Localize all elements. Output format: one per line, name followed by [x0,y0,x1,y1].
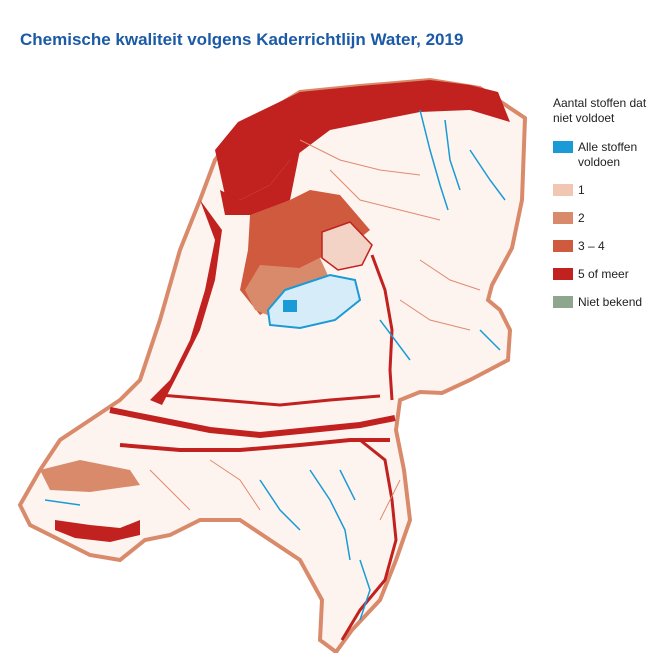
blue-streams-south [44,469,371,621]
legend-label: 2 [578,211,585,225]
noord-holland-coast-area [220,150,300,215]
blue-streams-northeast [379,109,506,361]
legend-item: Alle stoffen voldoen [553,140,657,170]
flevoland-area [266,273,362,330]
river-waal [109,407,396,439]
legend-item: 5 of meer [553,267,657,282]
holland-coast-area [150,200,222,405]
legend-swatch [553,184,573,196]
netherlands-water-quality-map [17,77,528,653]
river-ijssel [370,254,394,401]
legend-label: 1 [578,183,585,197]
river-maas [119,438,390,452]
map-legend: Aantal stoffen dat niet voldoet Alle sto… [553,96,657,323]
oosterschelde-area [40,460,140,492]
legend-label: 5 of meer [578,267,629,281]
legend-item: 2 [553,211,657,226]
river-maas-south [340,438,398,641]
river-lek [159,393,381,407]
noordoostpolder-area [321,221,373,271]
legend-title: Aantal stoffen dat niet voldoet [553,96,647,125]
legend-swatch [553,296,573,308]
netherlands-land-outline [17,77,528,653]
markermeer-area [245,258,330,318]
light-red-streams [149,139,481,521]
legend-swatch [553,240,573,252]
legend-label: Alle stoffen voldoen [578,140,638,169]
legend-swatch [553,268,573,280]
legend-items: Alle stoffen voldoen 1 2 3 – 4 5 of meer Niet… [553,140,657,310]
legend-item: 3 – 4 [553,239,657,254]
legend-item: Niet bekend [553,295,657,310]
legend-label: 3 – 4 [578,239,605,253]
legend-item: 1 [553,183,657,198]
map-title: Chemische kwaliteit volgens Kaderrichtli… [20,30,464,49]
waddenzee-area [215,80,510,200]
legend-swatch [553,212,573,224]
legend-swatch [553,141,573,153]
legend-label: Niet bekend [578,295,643,309]
flevoland-lake [283,300,297,312]
westerschelde-area [55,520,140,542]
